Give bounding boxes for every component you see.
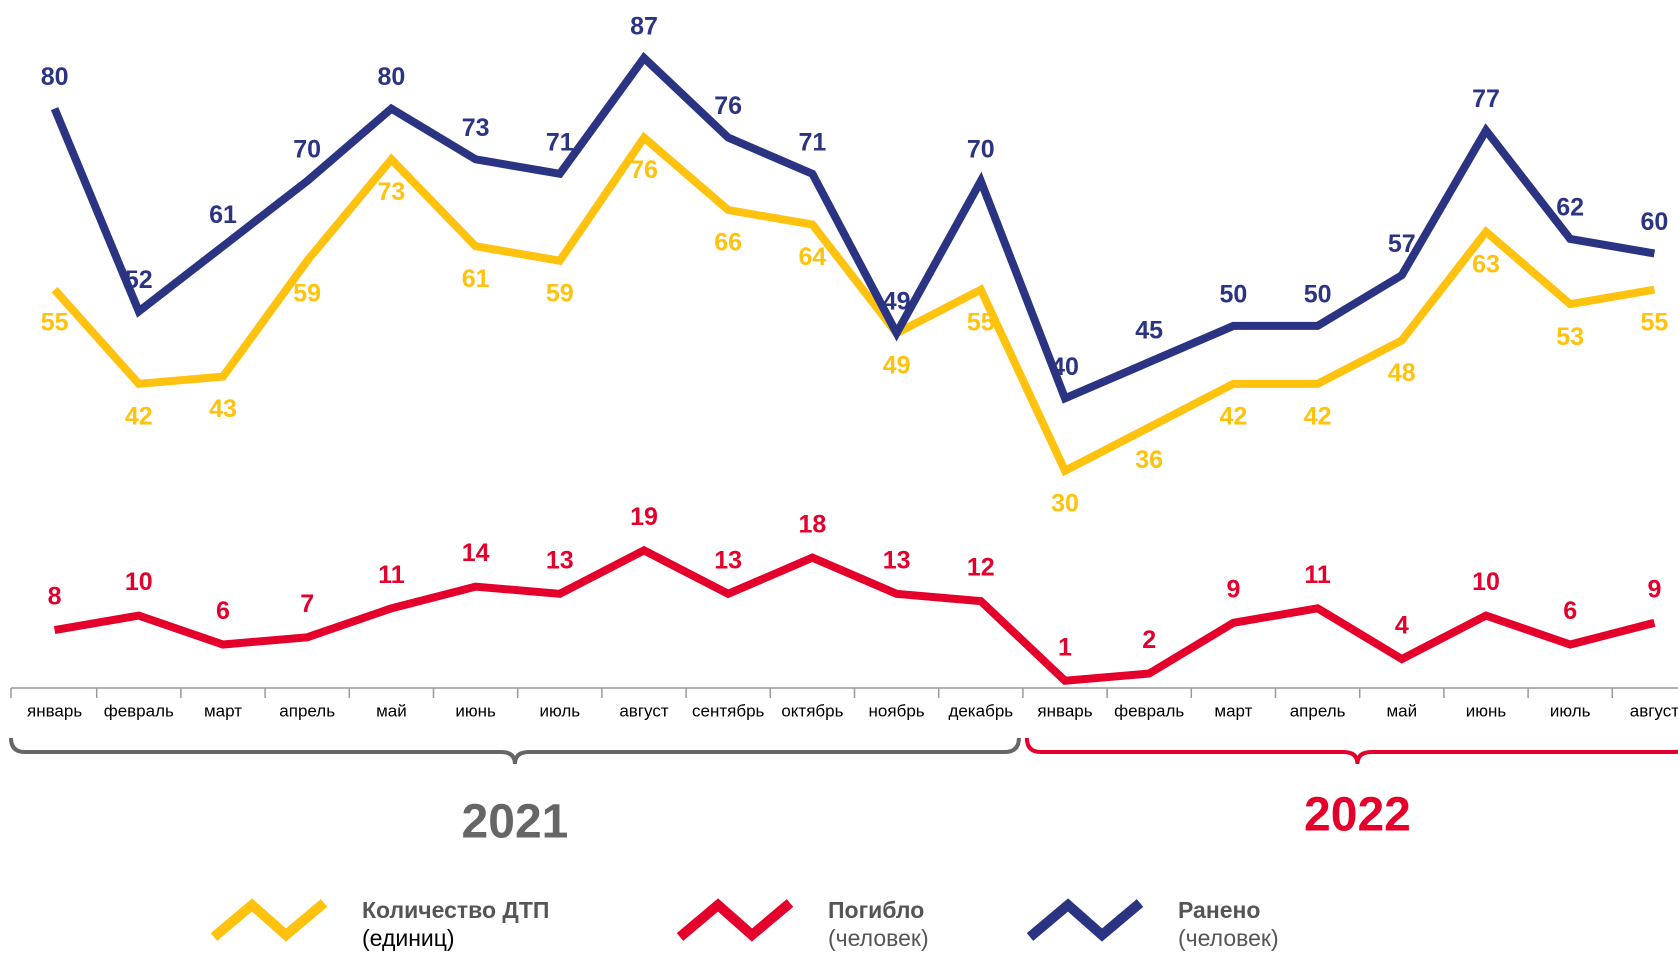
- x-tick-label: август: [619, 701, 668, 720]
- data-label: 71: [546, 128, 574, 156]
- data-label: 73: [462, 114, 490, 142]
- x-tick-label: январь: [1037, 701, 1092, 720]
- data-label: 11: [1304, 561, 1331, 589]
- x-tick-label: январь: [27, 701, 82, 720]
- data-label: 76: [630, 156, 658, 184]
- x-tick-label: апрель: [1290, 701, 1346, 720]
- data-label: 9: [1226, 575, 1240, 603]
- data-label: 59: [293, 279, 321, 307]
- data-label: 63: [1472, 250, 1500, 278]
- x-tick-label: октябрь: [781, 701, 843, 720]
- x-tick-label: июль: [1550, 701, 1591, 720]
- data-label: 6: [1563, 597, 1577, 625]
- legend-unit: (единиц): [362, 925, 455, 951]
- x-tick-label: май: [1386, 701, 1417, 720]
- year-brace: [1024, 737, 1678, 765]
- data-label: 8: [48, 583, 62, 611]
- data-label: 55: [1640, 308, 1668, 336]
- data-label: 9: [1647, 575, 1661, 603]
- x-tick-label: февраль: [104, 701, 174, 720]
- year-label: 2022: [1304, 789, 1411, 842]
- x-tick-label: ноябрь: [869, 701, 925, 720]
- data-label: 80: [41, 63, 69, 91]
- data-label: 14: [462, 539, 490, 567]
- x-tick-label: май: [376, 701, 407, 720]
- data-label: 76: [714, 92, 742, 120]
- data-label: 59: [546, 279, 574, 307]
- data-label: 2: [1142, 626, 1156, 654]
- data-label: 73: [377, 178, 405, 206]
- x-tick-label: июнь: [1466, 701, 1507, 720]
- data-label: 12: [967, 554, 995, 582]
- x-tick-label: февраль: [1114, 701, 1184, 720]
- data-label: 66: [714, 229, 742, 257]
- data-label: 70: [967, 136, 995, 164]
- data-label: 45: [1135, 317, 1163, 345]
- data-label: 43: [209, 395, 237, 423]
- legend-unit: (человек): [828, 925, 929, 951]
- data-label: 6: [216, 597, 230, 625]
- data-label: 55: [967, 308, 995, 336]
- data-label: 19: [630, 503, 658, 531]
- x-tick-label: август: [1630, 701, 1678, 720]
- series-line: [53, 545, 1656, 685]
- x-tick-label: июнь: [455, 701, 496, 720]
- x-tick-label: декабрь: [948, 701, 1013, 720]
- data-label: 61: [462, 265, 490, 293]
- data-label: 49: [883, 288, 911, 316]
- data-label: 42: [1219, 402, 1247, 430]
- x-tick-label: март: [204, 701, 242, 720]
- series-line: [51, 131, 1656, 477]
- x-tick-label: март: [1214, 701, 1252, 720]
- data-label: 7: [300, 590, 314, 618]
- data-label: 18: [798, 510, 826, 538]
- data-label: 48: [1388, 359, 1416, 387]
- data-label: 13: [714, 546, 742, 574]
- data-label: 71: [798, 128, 826, 156]
- data-label: 42: [125, 402, 153, 430]
- data-label: 1: [1058, 633, 1072, 661]
- series-line: [50, 51, 1656, 404]
- data-label: 50: [1219, 281, 1247, 309]
- data-label: 61: [209, 201, 237, 229]
- data-label: 11: [378, 561, 405, 589]
- x-tick-label: июль: [539, 701, 580, 720]
- data-label: 42: [1304, 402, 1332, 430]
- legend-swatch: [676, 898, 794, 942]
- data-label: 36: [1135, 446, 1163, 474]
- data-label: 80: [377, 63, 405, 91]
- data-label: 60: [1640, 208, 1668, 236]
- legend-swatch: [210, 898, 328, 942]
- data-label: 64: [798, 243, 826, 271]
- legend-unit: (человек): [1178, 925, 1279, 951]
- data-label: 87: [630, 13, 658, 41]
- x-tick-label: сентябрь: [692, 701, 765, 720]
- x-tick-label: апрель: [279, 701, 335, 720]
- data-label: 57: [1388, 230, 1416, 258]
- data-label: 70: [293, 136, 321, 164]
- data-label: 52: [125, 266, 153, 294]
- data-label: 13: [883, 546, 911, 574]
- data-label: 62: [1556, 194, 1584, 222]
- data-label: 4: [1395, 612, 1409, 640]
- data-label: 40: [1051, 353, 1079, 381]
- data-label: 55: [41, 308, 69, 336]
- legend-label: Количество ДТП: [362, 897, 549, 923]
- legend-label: Ранено: [1178, 897, 1260, 923]
- data-label: 49: [883, 352, 911, 380]
- data-label: 13: [546, 546, 574, 574]
- year-label: 2021: [462, 796, 569, 849]
- data-label: 10: [125, 568, 153, 596]
- data-label: 50: [1304, 281, 1332, 309]
- year-brace: [9, 737, 1021, 765]
- legend-swatch: [1026, 898, 1144, 942]
- data-label: 77: [1472, 85, 1500, 113]
- legend-label: Погибло: [828, 897, 924, 923]
- data-label: 30: [1051, 489, 1079, 517]
- data-label: 53: [1556, 323, 1584, 351]
- data-label: 10: [1472, 568, 1500, 596]
